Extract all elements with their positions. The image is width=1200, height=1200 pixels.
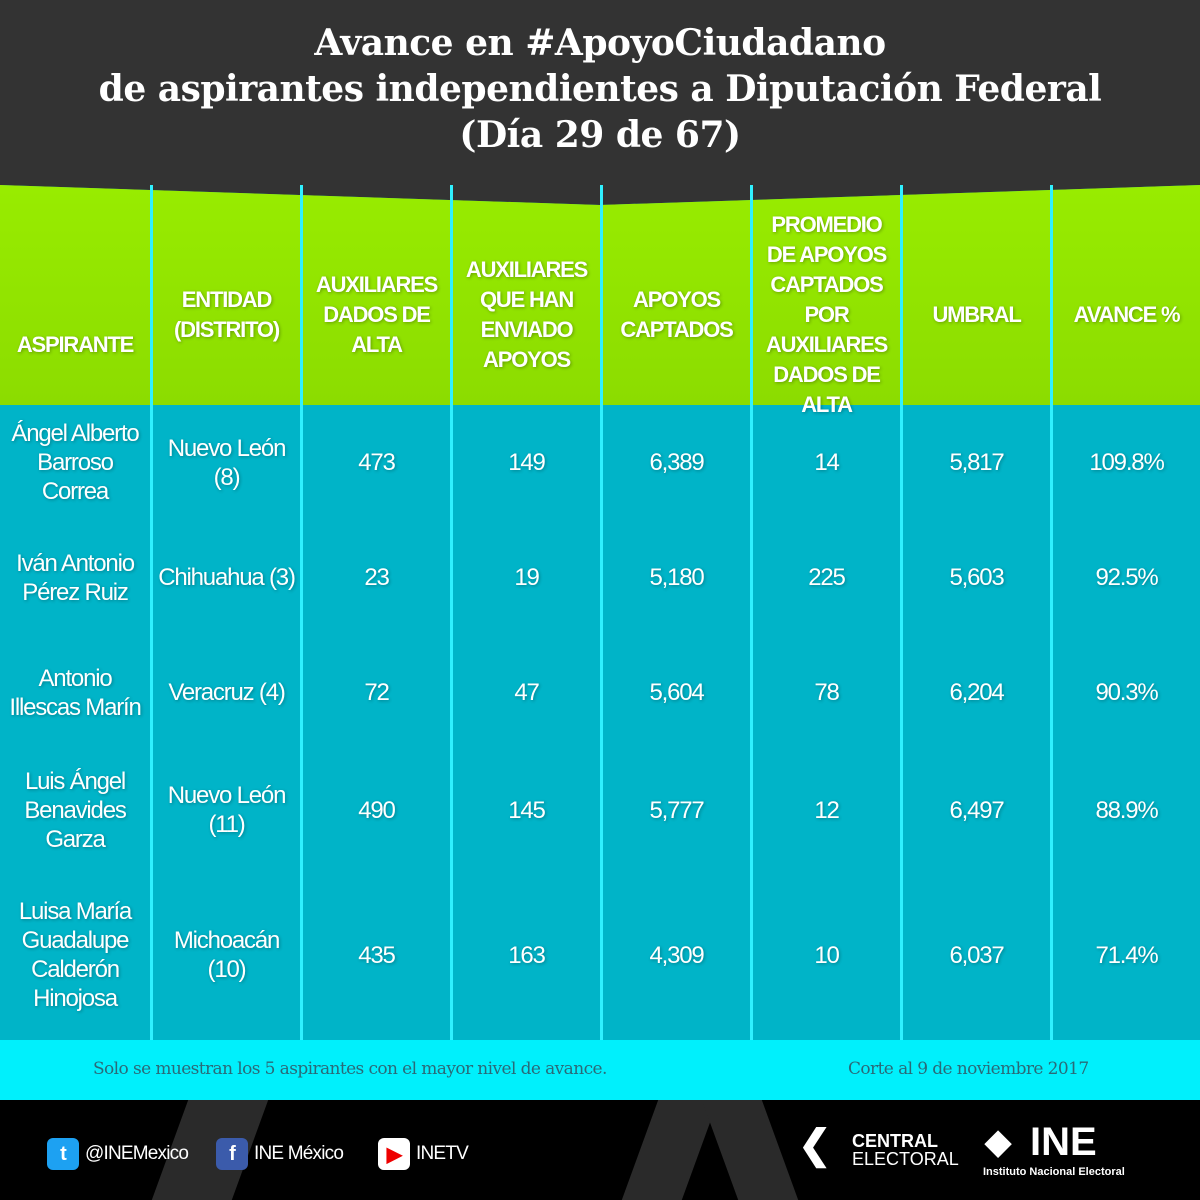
column-header: AUXILIARES DADOS DE ALTA: [300, 185, 450, 405]
table-cell: 473: [300, 405, 450, 520]
aspirant-name: Antonio Illescas Marín: [9, 664, 141, 721]
youtube-link[interactable]: ▶ INETV: [378, 1138, 469, 1170]
title-line: de aspirantes independientes a Diputació…: [98, 68, 1102, 110]
table-cell: 6,497: [900, 750, 1050, 870]
column-header: ASPIRANTE: [16, 332, 135, 357]
facebook-icon: f: [216, 1138, 248, 1170]
table-cell: 10: [750, 870, 900, 1040]
table-cell: 6,389: [600, 405, 750, 520]
youtube-icon: ▶: [378, 1138, 410, 1170]
aspirant-name: Ángel Alberto Barroso Correa: [11, 420, 139, 505]
table-cell: 72: [300, 635, 450, 750]
table-cell: 149: [450, 405, 600, 520]
youtube-handle: INETV: [416, 1143, 469, 1164]
ine-logo-subtitle: Instituto Nacional Electoral: [983, 1166, 1125, 1178]
decor-chevron: [701, 1100, 799, 1200]
table-cell: 5,603: [900, 520, 1050, 635]
logo-text: CENTRAL: [852, 1131, 938, 1151]
footer: t @INEMexico f INE México ▶ INETV ❮ CENTRAL…: [0, 1100, 1200, 1200]
ine-logo-icon: ◆: [985, 1123, 1012, 1161]
table-cell: 4,309: [600, 870, 750, 1040]
facebook-handle: INE México: [254, 1143, 344, 1164]
aspirant-name: Luisa María Guadalupe Calderón Hinojosa: [18, 898, 132, 1012]
title-line: (Día 29 de 67): [459, 114, 741, 156]
cutoff-date: Corte al 9 de noviembre 2017: [848, 1059, 1089, 1079]
table-cell: 12: [750, 750, 900, 870]
table-cell: 47: [450, 635, 600, 750]
results-table: ASPIRANTE ENTIDAD (DISTRITO) AUXILIARES DA…: [0, 185, 1200, 1040]
table-cell: 6,204: [900, 635, 1050, 750]
table-cell: 14: [750, 405, 900, 520]
table-cell: 435: [300, 870, 450, 1040]
logo-text: ELECTORAL: [852, 1149, 959, 1169]
table-cell: 6,037: [900, 870, 1050, 1040]
aspirant-name: Iván Antonio Pérez Ruiz: [16, 549, 135, 606]
table-cell: 163: [450, 870, 600, 1040]
table-cell: Veracruz (4): [150, 635, 300, 750]
table-cell: 71.4%: [1050, 870, 1200, 1040]
table-cell: 23: [300, 520, 450, 635]
title-banner: [0, 0, 1200, 205]
table-cell: 92.5%: [1050, 520, 1200, 635]
central-electoral-logo-icon: ❮: [798, 1123, 832, 1167]
ine-logo: INE: [1030, 1120, 1097, 1164]
twitter-icon: t: [47, 1138, 79, 1170]
table-cell: Michoacán (10): [150, 870, 300, 1040]
column-header: APOYOS CAPTADOS: [600, 185, 750, 405]
twitter-handle: @INEMexico: [85, 1143, 189, 1164]
table-cell: Chihuahua (3): [150, 520, 300, 635]
table-cell: 19: [450, 520, 600, 635]
column-header: PROMEDIO DE APOYOS CAPTADOS POR AUXILIAR…: [750, 185, 900, 417]
table-cell: 5,604: [600, 635, 750, 750]
column-header: UMBRAL: [900, 185, 1050, 405]
column-header: AUXILIARES QUE HAN ENVIADO APOYOS: [450, 185, 600, 405]
table-cell: 490: [300, 750, 450, 870]
table-cell: Nuevo León (11): [150, 750, 300, 870]
title-line: Avance en #ApoyoCiudadano: [314, 22, 886, 64]
table-cell: 225: [750, 520, 900, 635]
footnote-bar: Solo se muestran los 5 aspirantes con el…: [0, 1040, 1200, 1100]
footnote: Solo se muestran los 5 aspirantes con el…: [93, 1059, 607, 1079]
table-cell: 78: [750, 635, 900, 750]
table-cell: 109.8%: [1050, 405, 1200, 520]
decor-chevron: [621, 1100, 719, 1200]
table-cell: 5,817: [900, 405, 1050, 520]
column-header: AVANCE %: [1050, 185, 1200, 405]
table-cell: 5,180: [600, 520, 750, 635]
central-electoral-logo: CENTRAL ELECTORAL: [852, 1132, 959, 1168]
page-title: Avance en #ApoyoCiudadano de aspirantes …: [0, 20, 1200, 158]
table-cell: 145: [450, 750, 600, 870]
twitter-link[interactable]: t @INEMexico: [47, 1138, 189, 1170]
table-cell: 88.9%: [1050, 750, 1200, 870]
column-header: ENTIDAD (DISTRITO): [150, 185, 300, 405]
table-cell: 90.3%: [1050, 635, 1200, 750]
aspirant-name: Luis Ángel Benavides Garza: [24, 767, 126, 853]
facebook-link[interactable]: f INE México: [216, 1138, 344, 1170]
table-cell: Nuevo León (8): [150, 405, 300, 520]
table-cell: 5,777: [600, 750, 750, 870]
